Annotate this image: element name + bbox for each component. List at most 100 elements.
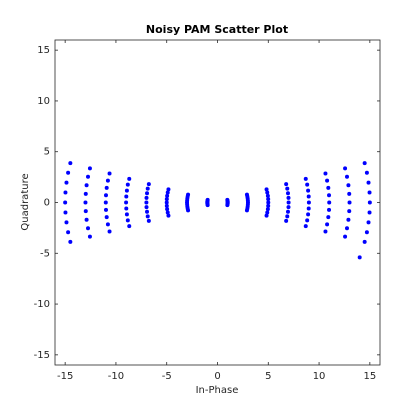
point bbox=[68, 239, 73, 244]
point bbox=[366, 220, 371, 225]
point bbox=[84, 217, 89, 222]
point bbox=[266, 203, 271, 208]
point bbox=[165, 190, 170, 195]
point bbox=[144, 205, 149, 210]
point bbox=[83, 191, 88, 196]
point bbox=[362, 239, 367, 244]
point bbox=[285, 214, 290, 219]
point bbox=[144, 200, 149, 205]
point bbox=[68, 161, 73, 166]
y-tick-label: 10 bbox=[37, 96, 50, 107]
point bbox=[144, 195, 149, 200]
point bbox=[306, 188, 311, 193]
point bbox=[364, 170, 369, 175]
x-axis-label: In-Phase bbox=[196, 385, 239, 396]
point bbox=[63, 190, 68, 195]
point bbox=[124, 188, 129, 193]
point bbox=[103, 193, 108, 198]
point bbox=[64, 220, 69, 225]
y-tick-label: 15 bbox=[37, 45, 50, 56]
point bbox=[284, 218, 289, 223]
point bbox=[265, 190, 270, 195]
point bbox=[103, 207, 108, 212]
point bbox=[265, 193, 270, 198]
point bbox=[285, 191, 290, 196]
point bbox=[145, 209, 150, 214]
x-tick-label: 0 bbox=[214, 371, 220, 382]
point bbox=[103, 200, 108, 205]
point bbox=[63, 210, 68, 215]
point bbox=[286, 195, 291, 200]
point bbox=[326, 215, 331, 220]
y-tick-label: -5 bbox=[40, 248, 50, 259]
point bbox=[266, 197, 271, 202]
point bbox=[107, 171, 112, 176]
point bbox=[326, 185, 331, 190]
point bbox=[303, 176, 308, 181]
point bbox=[327, 200, 332, 205]
point bbox=[127, 224, 132, 229]
point bbox=[362, 161, 367, 166]
point bbox=[285, 186, 290, 191]
point bbox=[164, 203, 169, 208]
point bbox=[264, 213, 269, 218]
point bbox=[125, 182, 130, 187]
point bbox=[127, 176, 132, 181]
point bbox=[225, 197, 230, 202]
point bbox=[367, 200, 372, 205]
point bbox=[124, 206, 129, 211]
point bbox=[87, 234, 92, 239]
point bbox=[347, 191, 352, 196]
point bbox=[306, 206, 311, 211]
point bbox=[343, 166, 348, 171]
point bbox=[105, 178, 110, 183]
point bbox=[166, 213, 171, 218]
x-tick-label: 5 bbox=[265, 371, 271, 382]
x-tick-label: 15 bbox=[363, 371, 376, 382]
x-tick-label: -15 bbox=[57, 371, 73, 382]
y-tick-label: 5 bbox=[44, 147, 50, 158]
point bbox=[306, 200, 311, 205]
point bbox=[165, 193, 170, 198]
point bbox=[306, 212, 311, 217]
x-tick-label: -5 bbox=[162, 371, 172, 382]
point bbox=[84, 183, 89, 188]
point bbox=[64, 180, 69, 185]
point bbox=[63, 200, 68, 205]
point bbox=[87, 166, 92, 171]
chart-title: Noisy PAM Scatter Plot bbox=[146, 23, 288, 36]
point bbox=[325, 222, 330, 227]
point bbox=[266, 200, 271, 205]
point bbox=[347, 200, 352, 205]
point bbox=[145, 191, 150, 196]
point bbox=[346, 217, 351, 222]
point bbox=[357, 255, 362, 260]
point bbox=[124, 212, 129, 217]
point bbox=[323, 171, 328, 176]
x-tick-label: -10 bbox=[108, 371, 124, 382]
point bbox=[83, 200, 88, 205]
point bbox=[146, 182, 151, 187]
point bbox=[284, 182, 289, 187]
point bbox=[86, 226, 91, 231]
axes-box bbox=[54, 39, 381, 366]
point bbox=[124, 194, 129, 199]
y-tick-label: -10 bbox=[34, 299, 50, 310]
point bbox=[364, 230, 369, 235]
point bbox=[306, 194, 311, 199]
point bbox=[286, 200, 291, 205]
point bbox=[327, 193, 332, 198]
point bbox=[124, 200, 129, 205]
point bbox=[346, 183, 351, 188]
point bbox=[125, 218, 130, 223]
point bbox=[83, 209, 88, 214]
point bbox=[166, 187, 171, 192]
y-tick-label: 0 bbox=[44, 198, 50, 209]
point bbox=[66, 170, 71, 175]
point bbox=[323, 229, 328, 234]
point bbox=[164, 200, 169, 205]
point bbox=[164, 197, 169, 202]
point bbox=[244, 192, 249, 197]
point bbox=[105, 222, 110, 227]
